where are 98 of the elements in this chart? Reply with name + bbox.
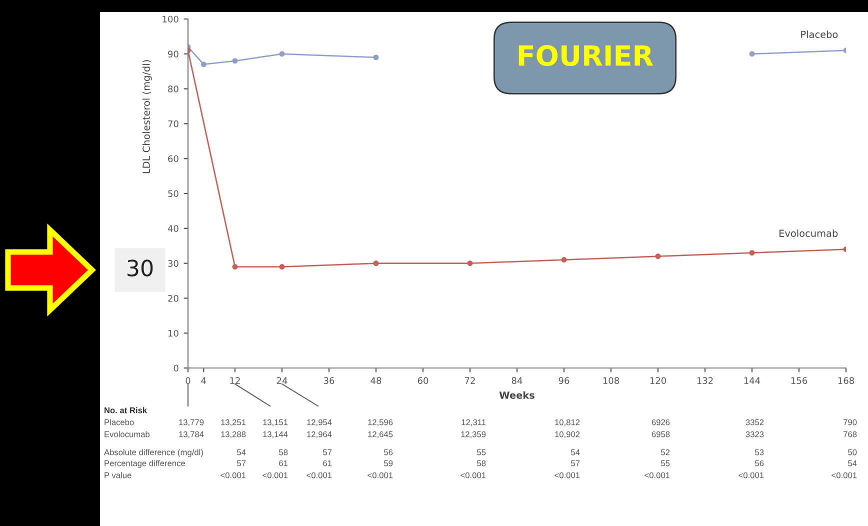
text: 12,311	[462, 419, 486, 426]
point	[232, 264, 238, 270]
y-axis-title: LDL Cholesterol (mg/dl)	[142, 60, 152, 174]
text: 54	[571, 449, 580, 456]
text: 59	[384, 460, 393, 466]
y-tick-label: 50	[168, 190, 178, 198]
text: 13,779	[179, 419, 204, 426]
point	[200, 62, 206, 68]
text: 12,954	[307, 419, 332, 426]
text: <0.001	[644, 472, 670, 478]
text: <0.001	[460, 472, 486, 478]
text: 13,288	[221, 431, 246, 438]
text: 57	[323, 449, 332, 456]
text: 13,144	[263, 431, 288, 438]
text: 55	[477, 449, 486, 456]
text: 54	[848, 460, 857, 466]
x-tick-label: 108	[603, 377, 619, 384]
text: 56	[384, 449, 393, 456]
text: 6958	[652, 431, 670, 438]
text: 768	[844, 431, 857, 438]
x-tick-label: 96	[558, 377, 570, 384]
text: 54	[237, 449, 246, 456]
text: 58	[279, 449, 288, 456]
y-tick-label: 80	[168, 86, 178, 92]
text: <0.001	[220, 472, 246, 478]
x-tick-label: 156	[791, 377, 808, 384]
text: 12,964	[307, 431, 332, 438]
text: Absolute difference (mg/dl)	[104, 449, 203, 457]
point	[467, 260, 473, 266]
text: <0.001	[306, 472, 332, 478]
text: 10,812	[555, 419, 580, 426]
text: 56	[755, 460, 764, 466]
x-tick-label: 72	[464, 377, 475, 384]
text: <0.001	[832, 472, 857, 478]
text: 50	[848, 449, 857, 456]
y-tick-label: 60	[168, 155, 178, 162]
text: 55	[661, 460, 670, 466]
x-tick-label: 4	[201, 377, 206, 384]
y-tick-label: 90	[168, 50, 178, 58]
text: 13,251	[221, 419, 246, 426]
point	[232, 58, 238, 64]
text: 61	[279, 460, 288, 466]
text: 12,645	[368, 431, 393, 438]
series-label: Placebo	[801, 30, 838, 38]
x-tick-label: 144	[744, 377, 760, 384]
text: Evolocumab	[104, 431, 150, 438]
x-tick-label: 84	[512, 377, 522, 384]
text: <0.001	[738, 472, 764, 478]
text: 61	[323, 460, 332, 466]
y-tick-label: 10	[168, 330, 178, 337]
y-tick-label: 70	[168, 120, 178, 128]
x-tick-label: 168	[838, 377, 854, 384]
text: 13,784	[179, 431, 204, 438]
text: 58	[477, 460, 486, 466]
text: 3352	[746, 419, 764, 426]
x-tick-label: 0	[186, 377, 190, 384]
y-tick-label: 40	[168, 225, 178, 232]
x-axis-title: Weeks	[499, 391, 534, 399]
text: P value	[104, 472, 132, 478]
text: <0.001	[262, 472, 288, 478]
text: 53	[755, 449, 764, 456]
y-tick-label: 30	[168, 260, 178, 267]
x-tick-label: 36	[324, 377, 334, 384]
x-tick-label: 132	[697, 377, 713, 384]
point	[279, 51, 285, 57]
text: 790	[844, 419, 857, 426]
x-tick-label: 24	[276, 377, 288, 384]
x-tick-label: 48	[370, 377, 382, 384]
text: <0.001	[554, 472, 580, 478]
point	[279, 264, 285, 270]
x-tick-label: 12	[230, 377, 240, 384]
text: 10,902	[555, 431, 580, 438]
text: Percentage difference	[104, 460, 186, 468]
y-tick-label: 20	[168, 294, 178, 302]
point	[373, 54, 379, 60]
text: 12,359	[461, 431, 486, 438]
text: 52	[661, 449, 670, 456]
point	[749, 51, 755, 57]
text: 13,151	[263, 419, 288, 426]
x-tick-label: 120	[650, 377, 666, 384]
x-tick-label: 60	[418, 377, 428, 384]
y-tick-label: 100	[162, 16, 178, 23]
text: 12,596	[368, 419, 393, 426]
text: 3323	[746, 431, 764, 438]
text: 57	[571, 460, 580, 466]
series-label: Evolocumab	[780, 229, 838, 237]
text: No. at Risk	[104, 407, 148, 414]
text: 57	[237, 460, 246, 466]
text: Placebo	[104, 419, 134, 426]
point	[373, 260, 379, 266]
point	[561, 257, 567, 263]
point	[655, 254, 661, 260]
text: 6926	[652, 419, 670, 426]
y-tick-label: 0	[174, 364, 178, 372]
text: 30	[128, 260, 153, 276]
text: <0.001	[368, 472, 393, 478]
text: FOURIER	[518, 45, 654, 66]
point	[749, 250, 755, 256]
